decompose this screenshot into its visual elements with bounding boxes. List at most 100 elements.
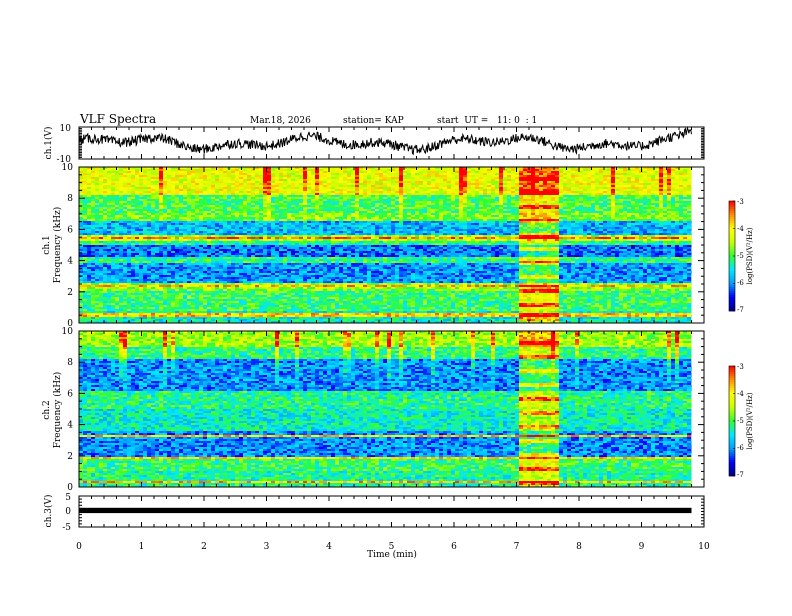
spectrogram-cell [99, 213, 103, 215]
spectrogram-cell [143, 207, 147, 209]
spectrogram-cell [87, 313, 91, 315]
spectrogram-cell [115, 213, 119, 215]
spectrogram-cell [115, 295, 119, 297]
spectrogram-cell [155, 201, 159, 203]
spectrogram-cell [123, 281, 127, 283]
spectrogram-cell [123, 223, 127, 225]
spectrogram-cell [87, 209, 91, 211]
spectrogram-cell [107, 267, 111, 269]
spectrogram-cell [99, 177, 103, 179]
spectrogram-cell [87, 189, 91, 191]
spectrogram-cell [79, 317, 83, 319]
spectrogram-cell [151, 279, 155, 281]
spectrogram-cell [135, 169, 139, 171]
spectrogram-cell [83, 207, 87, 209]
spectrogram-cell [159, 191, 163, 193]
spectrogram-cell [127, 287, 131, 289]
spectrogram-cell [139, 265, 143, 267]
spectrogram-cell [79, 293, 83, 295]
spectrogram-cell [87, 207, 91, 209]
spectrogram-cell [131, 317, 135, 319]
spectrogram-cell [99, 191, 103, 193]
spectrogram-cell [151, 205, 155, 207]
spectrogram-cell [79, 179, 83, 181]
spectrogram-cell [147, 319, 151, 321]
spectrogram-cell [119, 245, 123, 247]
spectrogram-cell [83, 285, 87, 287]
spectrogram-cell [151, 271, 155, 273]
spectrogram-cell [131, 231, 135, 233]
spectrogram-cell [115, 253, 119, 255]
spectrogram-cell [83, 211, 87, 213]
spectrogram-cell [127, 261, 131, 263]
spectrogram-cell [87, 193, 91, 195]
spectrogram-cell [139, 185, 143, 187]
spectrogram-cell [103, 291, 107, 293]
spectrogram-cell [83, 263, 87, 265]
spectrogram-cell [123, 189, 127, 191]
spectrogram-cell [87, 289, 91, 291]
spectrogram-cell [147, 201, 151, 203]
spectrogram-cell [103, 255, 107, 257]
spectrogram-cell [95, 277, 99, 279]
spectrogram-cell [119, 319, 123, 321]
spectrogram-cell [79, 281, 83, 283]
spectrogram-cell [119, 281, 123, 283]
spectrogram-cell [91, 269, 95, 271]
spectrogram-cell [99, 241, 103, 243]
spectrogram-cell [87, 303, 91, 305]
spectrogram-cell [83, 255, 87, 257]
spectrogram-cell [127, 245, 131, 247]
spectrogram-cell [79, 171, 83, 173]
spectrogram-cell [139, 241, 143, 243]
spectrogram-cell [139, 263, 143, 265]
spectrogram-cell [123, 265, 127, 267]
spectrogram-cell [103, 199, 107, 201]
spectrogram-cell [87, 219, 91, 221]
spectrogram-cell [87, 241, 91, 243]
spectrogram-cell [131, 169, 135, 171]
spectrogram-cell [131, 195, 135, 197]
spectrogram-cell [115, 241, 119, 243]
spectrogram-cell [99, 303, 103, 305]
spectrogram-cell [115, 171, 119, 173]
spectrogram-cell [135, 175, 139, 177]
spectrogram-cell [143, 255, 147, 257]
spectrogram-cell [91, 279, 95, 281]
spectrogram-cell [115, 219, 119, 221]
spectrogram-cell [103, 249, 107, 251]
spectrogram-cell [103, 271, 107, 273]
spectrogram-cell [115, 239, 119, 241]
spectrogram-cell [115, 285, 119, 287]
spectrogram-cell [119, 283, 123, 285]
spectrogram-cell [123, 169, 127, 171]
spectrogram-cell [131, 283, 135, 285]
spectrogram-cell [143, 259, 147, 261]
spectrogram-cell [123, 191, 127, 193]
spectrogram-cell [143, 295, 147, 297]
spectrogram-cell [111, 317, 115, 319]
spectrogram-cell [103, 211, 107, 213]
spectrogram-cell [127, 177, 131, 179]
spectrogram-cell [127, 185, 131, 187]
spectrogram-cell [119, 169, 123, 171]
spectrogram-cell [151, 183, 155, 185]
spectrogram-cell [99, 189, 103, 191]
spectrogram-cell [95, 201, 99, 203]
spectrogram-cell [139, 257, 143, 259]
spectrogram-cell [83, 177, 87, 179]
spectrogram-cell [91, 273, 95, 275]
spectrogram-cell [143, 239, 147, 241]
spectrogram-cell [91, 199, 95, 201]
spectrogram-cell [147, 289, 151, 291]
spectrogram-cell [143, 267, 147, 269]
spectrogram-cell [127, 301, 131, 303]
spectrogram-cell [127, 267, 131, 269]
spectrogram-cell [123, 199, 127, 201]
spectrogram-cell [95, 223, 99, 225]
spectrogram-cell [135, 187, 139, 189]
spectrogram-cell [91, 315, 95, 317]
spectrogram-cell [111, 237, 115, 239]
spectrogram-cell [111, 229, 115, 231]
spectrogram-cell [123, 317, 127, 319]
